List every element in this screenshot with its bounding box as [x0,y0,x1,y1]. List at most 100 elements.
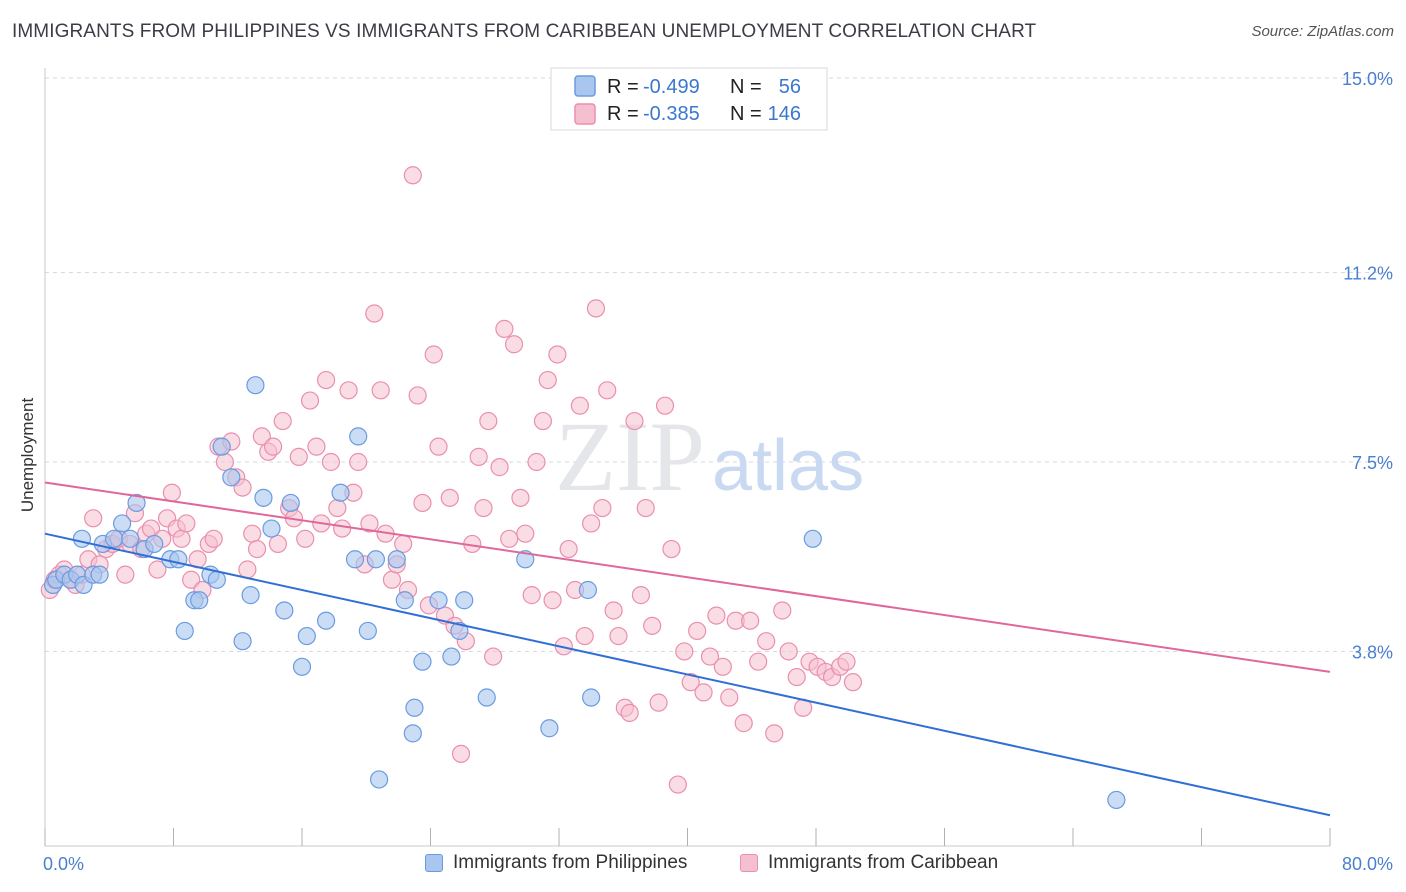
caribbean-point [548,345,567,364]
philippines-point [127,493,146,513]
philippines-point [241,586,260,605]
caribbean-point [511,488,530,507]
caribbean-point [148,560,167,579]
philippines-point [145,534,164,554]
philippines-point [370,770,389,789]
legend-n-value-philippines: 56 [779,76,801,98]
caribbean-point [479,411,498,431]
caribbean-point [413,493,432,513]
philippines-point [349,427,368,446]
legend-n-value-caribbean: 146 [768,103,801,125]
caribbean-point [233,478,252,497]
philippines-point [582,688,601,707]
bottom-legend-label-caribbean: Immigrants from Caribbean [768,852,999,873]
source-label: Source: ZipAtlas.com [1251,23,1394,40]
legend: R = -0.499 N = 56 R = -0.385 N = 146 [550,67,828,131]
bottom-legend-swatch-philippines [425,854,443,872]
philippines-point [281,493,300,513]
philippines-point [72,529,92,548]
philippines-point [104,529,124,548]
philippines-point [450,621,469,641]
caribbean-point [429,437,448,456]
caribbean-point [765,724,784,743]
caribbean-point [837,652,856,671]
caribbean-point [582,514,601,533]
philippines-point [477,688,496,707]
caribbean-point [734,714,753,733]
legend-r-label-1: R = [607,76,639,98]
legend-swatch-philippines [574,75,596,97]
philippines-point [516,550,535,569]
caribbean-point [268,534,288,554]
philippines-point [345,550,365,569]
legend-n-label-2: N = [730,103,762,125]
caribbean-point [316,370,336,390]
caribbean-point [252,427,271,446]
caribbean-point [681,673,700,692]
caribbean-point [575,626,594,646]
caribbean-point [182,570,201,589]
y-tick-label-2: 11.2% [1343,264,1393,284]
caribbean-point [516,524,535,543]
caribbean-trendline [44,481,1331,673]
caribbean-point [440,488,459,507]
caribbean-point [700,647,720,666]
caribbean-point [204,529,223,548]
philippines-point [1107,790,1126,810]
philippines-point [578,580,598,600]
caribbean-point [382,570,402,589]
caribbean-point [408,386,427,405]
philippines-point [112,514,132,533]
caribbean-point [620,703,639,722]
y-tick-label-0: 3.8% [1352,642,1393,662]
chart-title: IMMIGRANTS FROM PHILIPPINES VS IMMIGRANT… [12,21,1037,42]
caribbean-point [339,381,358,400]
philippines-point [207,570,226,589]
caribbean-point [604,601,623,620]
caribbean-point [307,437,326,456]
philippines-point [233,632,252,651]
caribbean-point [675,642,694,661]
philippines-point [455,591,474,610]
caribbean-point [609,626,628,646]
caribbean-point [625,411,644,431]
caribbean-point [586,299,606,318]
legend-box [550,67,828,131]
philippines-point [275,601,294,620]
caribbean-point [371,381,390,400]
philippines-point [540,719,559,738]
philippines-point [366,550,385,569]
caribbean-point [643,616,662,635]
caribbean-point [757,632,776,651]
caribbean-point [504,335,524,354]
caribbean-point [598,381,617,400]
philippines-point [246,376,265,395]
philippines-point [387,550,406,569]
philippines-point [254,488,273,507]
bottom-legend-swatch-caribbean [740,854,758,872]
philippines-point [190,591,209,610]
axes [44,68,1331,847]
philippines-point [262,519,281,538]
philippines-point [175,621,194,641]
caribbean-point [360,514,379,533]
philippines-point [212,437,231,456]
caribbean-point [787,667,806,687]
caribbean-point [247,539,267,559]
caribbean-point [720,688,739,707]
caribbean-point [365,304,384,323]
caribbean-point [474,498,493,518]
caribbean-point [469,447,488,466]
philippines-point [442,647,461,666]
caribbean-point [84,509,103,528]
philippines-point [90,565,109,584]
philippines-point [331,483,350,502]
philippines-point [413,652,432,671]
bottom-legend-caribbean: Immigrants from Caribbean [740,852,998,874]
caribbean-point [328,498,347,518]
legend-r-value-caribbean: -0.385 [643,103,700,125]
caribbean-point [662,539,681,559]
philippines-point [395,591,414,610]
x-tick-labels: 0.0% 80.0% [43,854,1393,874]
